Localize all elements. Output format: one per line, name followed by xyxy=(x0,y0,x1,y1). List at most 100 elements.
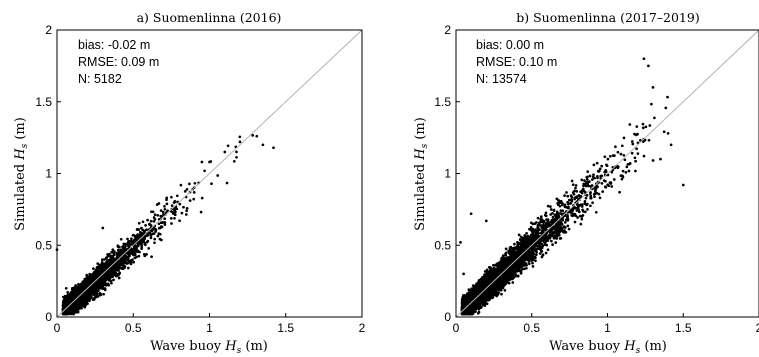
data-point xyxy=(203,169,206,173)
data-point xyxy=(62,298,66,302)
data-point xyxy=(223,150,227,154)
data-point xyxy=(118,251,121,255)
data-point xyxy=(71,308,75,312)
data-point xyxy=(111,248,115,252)
data-point xyxy=(591,201,594,205)
data-point xyxy=(563,194,566,197)
data-point xyxy=(139,242,142,246)
data-point xyxy=(106,253,109,256)
panel-a: a) Suomenlinna (2016) 0 0.5 1 1.5 200.511.52… xyxy=(13,10,366,356)
data-point xyxy=(105,262,108,265)
data-point xyxy=(261,143,265,147)
data-point xyxy=(140,238,144,242)
data-point xyxy=(122,247,126,250)
data-point xyxy=(549,208,553,211)
data-point xyxy=(104,274,108,278)
x-tick-label: 1 xyxy=(206,321,213,335)
data-point xyxy=(70,312,74,316)
data-point xyxy=(238,135,242,139)
data-point xyxy=(129,239,133,243)
data-point xyxy=(108,268,112,272)
data-point xyxy=(114,267,118,271)
data-point xyxy=(95,275,99,279)
data-point xyxy=(603,155,607,159)
data-point xyxy=(98,263,102,267)
data-point xyxy=(127,255,131,258)
panel-b-points xyxy=(459,57,685,316)
data-point xyxy=(101,269,105,273)
data-point xyxy=(120,267,124,270)
data-point xyxy=(149,224,153,227)
data-point xyxy=(163,223,167,226)
data-point xyxy=(110,281,113,285)
data-point xyxy=(92,293,96,297)
data-point xyxy=(102,292,105,296)
data-point xyxy=(462,272,465,276)
data-point xyxy=(157,202,161,205)
y-tick-label: 2 xyxy=(45,23,52,37)
data-point xyxy=(622,136,626,140)
data-point xyxy=(129,242,133,246)
data-point xyxy=(163,205,166,208)
data-point xyxy=(601,190,605,193)
data-point xyxy=(171,211,175,214)
data-point xyxy=(226,144,230,148)
data-point xyxy=(84,295,88,299)
data-point xyxy=(626,162,630,166)
data-point xyxy=(66,300,69,304)
data-point xyxy=(117,265,121,269)
data-point xyxy=(175,194,179,198)
data-point xyxy=(554,241,558,244)
data-point xyxy=(115,263,119,267)
data-point xyxy=(112,251,116,255)
data-point xyxy=(64,286,68,290)
data-point xyxy=(642,57,646,61)
data-point xyxy=(130,237,133,241)
panel-a-points xyxy=(55,134,275,316)
data-point xyxy=(600,182,604,185)
data-point xyxy=(575,190,579,193)
data-point xyxy=(160,238,163,242)
data-point xyxy=(232,159,236,163)
data-point xyxy=(123,265,127,268)
data-point xyxy=(581,213,585,217)
data-point xyxy=(137,221,141,225)
data-point xyxy=(116,244,120,248)
data-point xyxy=(165,198,168,202)
data-point xyxy=(225,181,229,185)
data-point xyxy=(173,216,176,220)
data-point xyxy=(109,255,113,258)
data-point xyxy=(101,262,104,265)
data-point xyxy=(77,303,81,307)
data-point xyxy=(209,160,213,163)
data-point xyxy=(492,263,495,267)
data-point xyxy=(184,213,188,216)
x-tick-label: 0.5 xyxy=(125,321,142,335)
data-point xyxy=(66,311,70,315)
data-point xyxy=(140,245,144,249)
data-point xyxy=(134,248,138,252)
data-point xyxy=(161,210,165,214)
data-point xyxy=(147,247,151,250)
data-point xyxy=(517,233,521,237)
data-point xyxy=(484,219,488,223)
panel-b: b) Suomenlinna (2017–2019) 00.511.5200.5… xyxy=(413,10,759,356)
data-point xyxy=(74,292,77,295)
data-point xyxy=(114,274,118,278)
data-point xyxy=(117,276,121,280)
data-point xyxy=(659,157,662,161)
data-point xyxy=(125,258,129,262)
data-point xyxy=(119,237,123,241)
data-point xyxy=(101,226,105,230)
data-point xyxy=(112,278,115,282)
data-point xyxy=(131,233,135,237)
data-point xyxy=(159,209,163,212)
data-point xyxy=(589,204,592,208)
data-point xyxy=(531,265,535,268)
data-point xyxy=(109,262,113,265)
data-point xyxy=(175,207,179,211)
data-point xyxy=(86,292,89,296)
data-point xyxy=(150,255,153,259)
data-point xyxy=(107,283,111,287)
data-point xyxy=(154,228,158,232)
